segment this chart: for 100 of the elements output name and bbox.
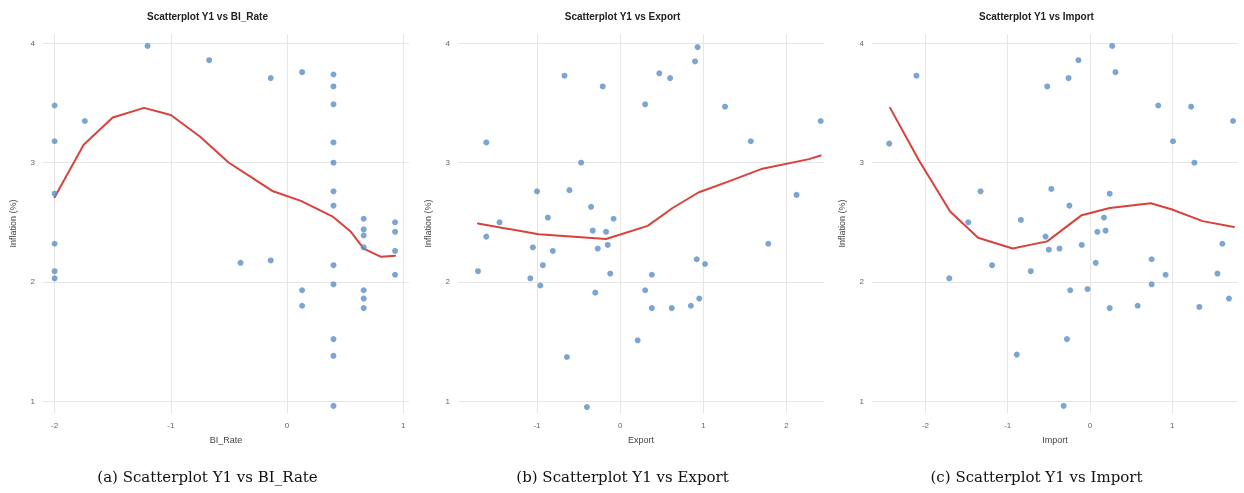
point xyxy=(599,83,606,90)
x-tick-label: -1 xyxy=(167,420,175,430)
point xyxy=(360,244,367,251)
point xyxy=(1056,245,1063,252)
point xyxy=(648,271,655,278)
point xyxy=(1107,305,1114,312)
point xyxy=(539,262,546,269)
point xyxy=(529,244,536,251)
y-tick-label: 4 xyxy=(859,39,865,49)
point xyxy=(1048,185,1055,192)
x-tick-label: -1 xyxy=(1004,420,1013,430)
point xyxy=(51,190,58,197)
y-axis-title: Inflation (%) xyxy=(836,199,847,248)
point xyxy=(1075,57,1082,64)
y-tick-label: 3 xyxy=(859,158,865,168)
point xyxy=(1064,336,1071,343)
point xyxy=(1219,240,1226,247)
x-tick-label: -2 xyxy=(51,420,59,430)
chart-title: Scatterplot Y1 vs Export xyxy=(564,10,681,22)
point xyxy=(641,101,648,108)
point xyxy=(1170,138,1177,145)
point xyxy=(563,353,570,360)
point xyxy=(1112,69,1119,76)
point xyxy=(694,44,701,51)
point xyxy=(1102,227,1109,234)
point xyxy=(817,118,824,124)
point xyxy=(1230,118,1237,124)
point xyxy=(1079,241,1086,248)
point xyxy=(721,103,728,110)
x-axis-title: BI_Rate xyxy=(209,434,243,445)
point xyxy=(577,159,584,166)
point xyxy=(1094,228,1101,235)
point xyxy=(589,227,596,234)
point xyxy=(1188,103,1195,110)
point xyxy=(583,404,590,411)
point xyxy=(392,271,399,278)
point xyxy=(474,268,481,275)
point xyxy=(1148,281,1155,288)
y-tick-label: 3 xyxy=(445,158,451,168)
y-tick-label: 2 xyxy=(30,277,36,287)
x-tick-label: 1 xyxy=(1170,420,1176,430)
point xyxy=(1196,303,1203,310)
point xyxy=(668,305,675,312)
point xyxy=(655,70,662,77)
point xyxy=(330,336,337,343)
y-axis-title: Inflation (%) xyxy=(422,199,433,248)
point xyxy=(482,233,489,240)
point xyxy=(392,247,399,254)
point xyxy=(51,138,58,145)
point xyxy=(330,202,337,209)
point xyxy=(360,305,367,312)
point xyxy=(360,232,367,239)
point xyxy=(144,42,151,49)
point xyxy=(561,72,568,79)
point xyxy=(330,139,337,146)
point xyxy=(634,337,641,344)
point xyxy=(330,83,337,90)
point xyxy=(330,71,337,78)
text: (a) Scatterplot Y1 vs BI_Rate xyxy=(97,467,318,486)
point xyxy=(687,302,694,309)
point xyxy=(51,275,58,282)
point xyxy=(330,402,337,409)
point xyxy=(1107,190,1114,197)
point xyxy=(1084,286,1091,293)
point xyxy=(299,302,306,309)
point xyxy=(606,270,613,277)
y-tick-label: 3 xyxy=(30,158,36,168)
point xyxy=(965,219,972,226)
point xyxy=(299,69,306,76)
point xyxy=(591,289,598,296)
x-tick-label: 0 xyxy=(284,420,290,430)
point xyxy=(330,281,337,288)
point xyxy=(946,275,953,282)
point xyxy=(566,187,573,194)
point xyxy=(1044,83,1051,90)
point xyxy=(1101,214,1108,221)
point xyxy=(544,214,551,221)
point xyxy=(886,140,893,147)
point xyxy=(747,138,754,145)
y-axis-title: Inflation (%) xyxy=(7,199,18,248)
y-tick-label: 1 xyxy=(859,396,865,406)
point xyxy=(1191,159,1198,166)
point xyxy=(1014,351,1021,358)
x-tick-label: 2 xyxy=(784,420,789,430)
point xyxy=(1214,270,1221,277)
point xyxy=(604,241,611,248)
point xyxy=(1093,259,1100,266)
point xyxy=(360,215,367,222)
point xyxy=(360,295,367,302)
point xyxy=(691,58,698,65)
point xyxy=(533,188,540,195)
point xyxy=(1028,268,1035,275)
point xyxy=(701,261,708,268)
point xyxy=(695,295,702,302)
point xyxy=(1109,42,1116,49)
point xyxy=(392,219,399,226)
text: (c) Scatterplot Y1 vs Import xyxy=(930,467,1143,486)
point xyxy=(764,240,771,247)
point xyxy=(587,203,594,210)
point xyxy=(81,118,88,124)
